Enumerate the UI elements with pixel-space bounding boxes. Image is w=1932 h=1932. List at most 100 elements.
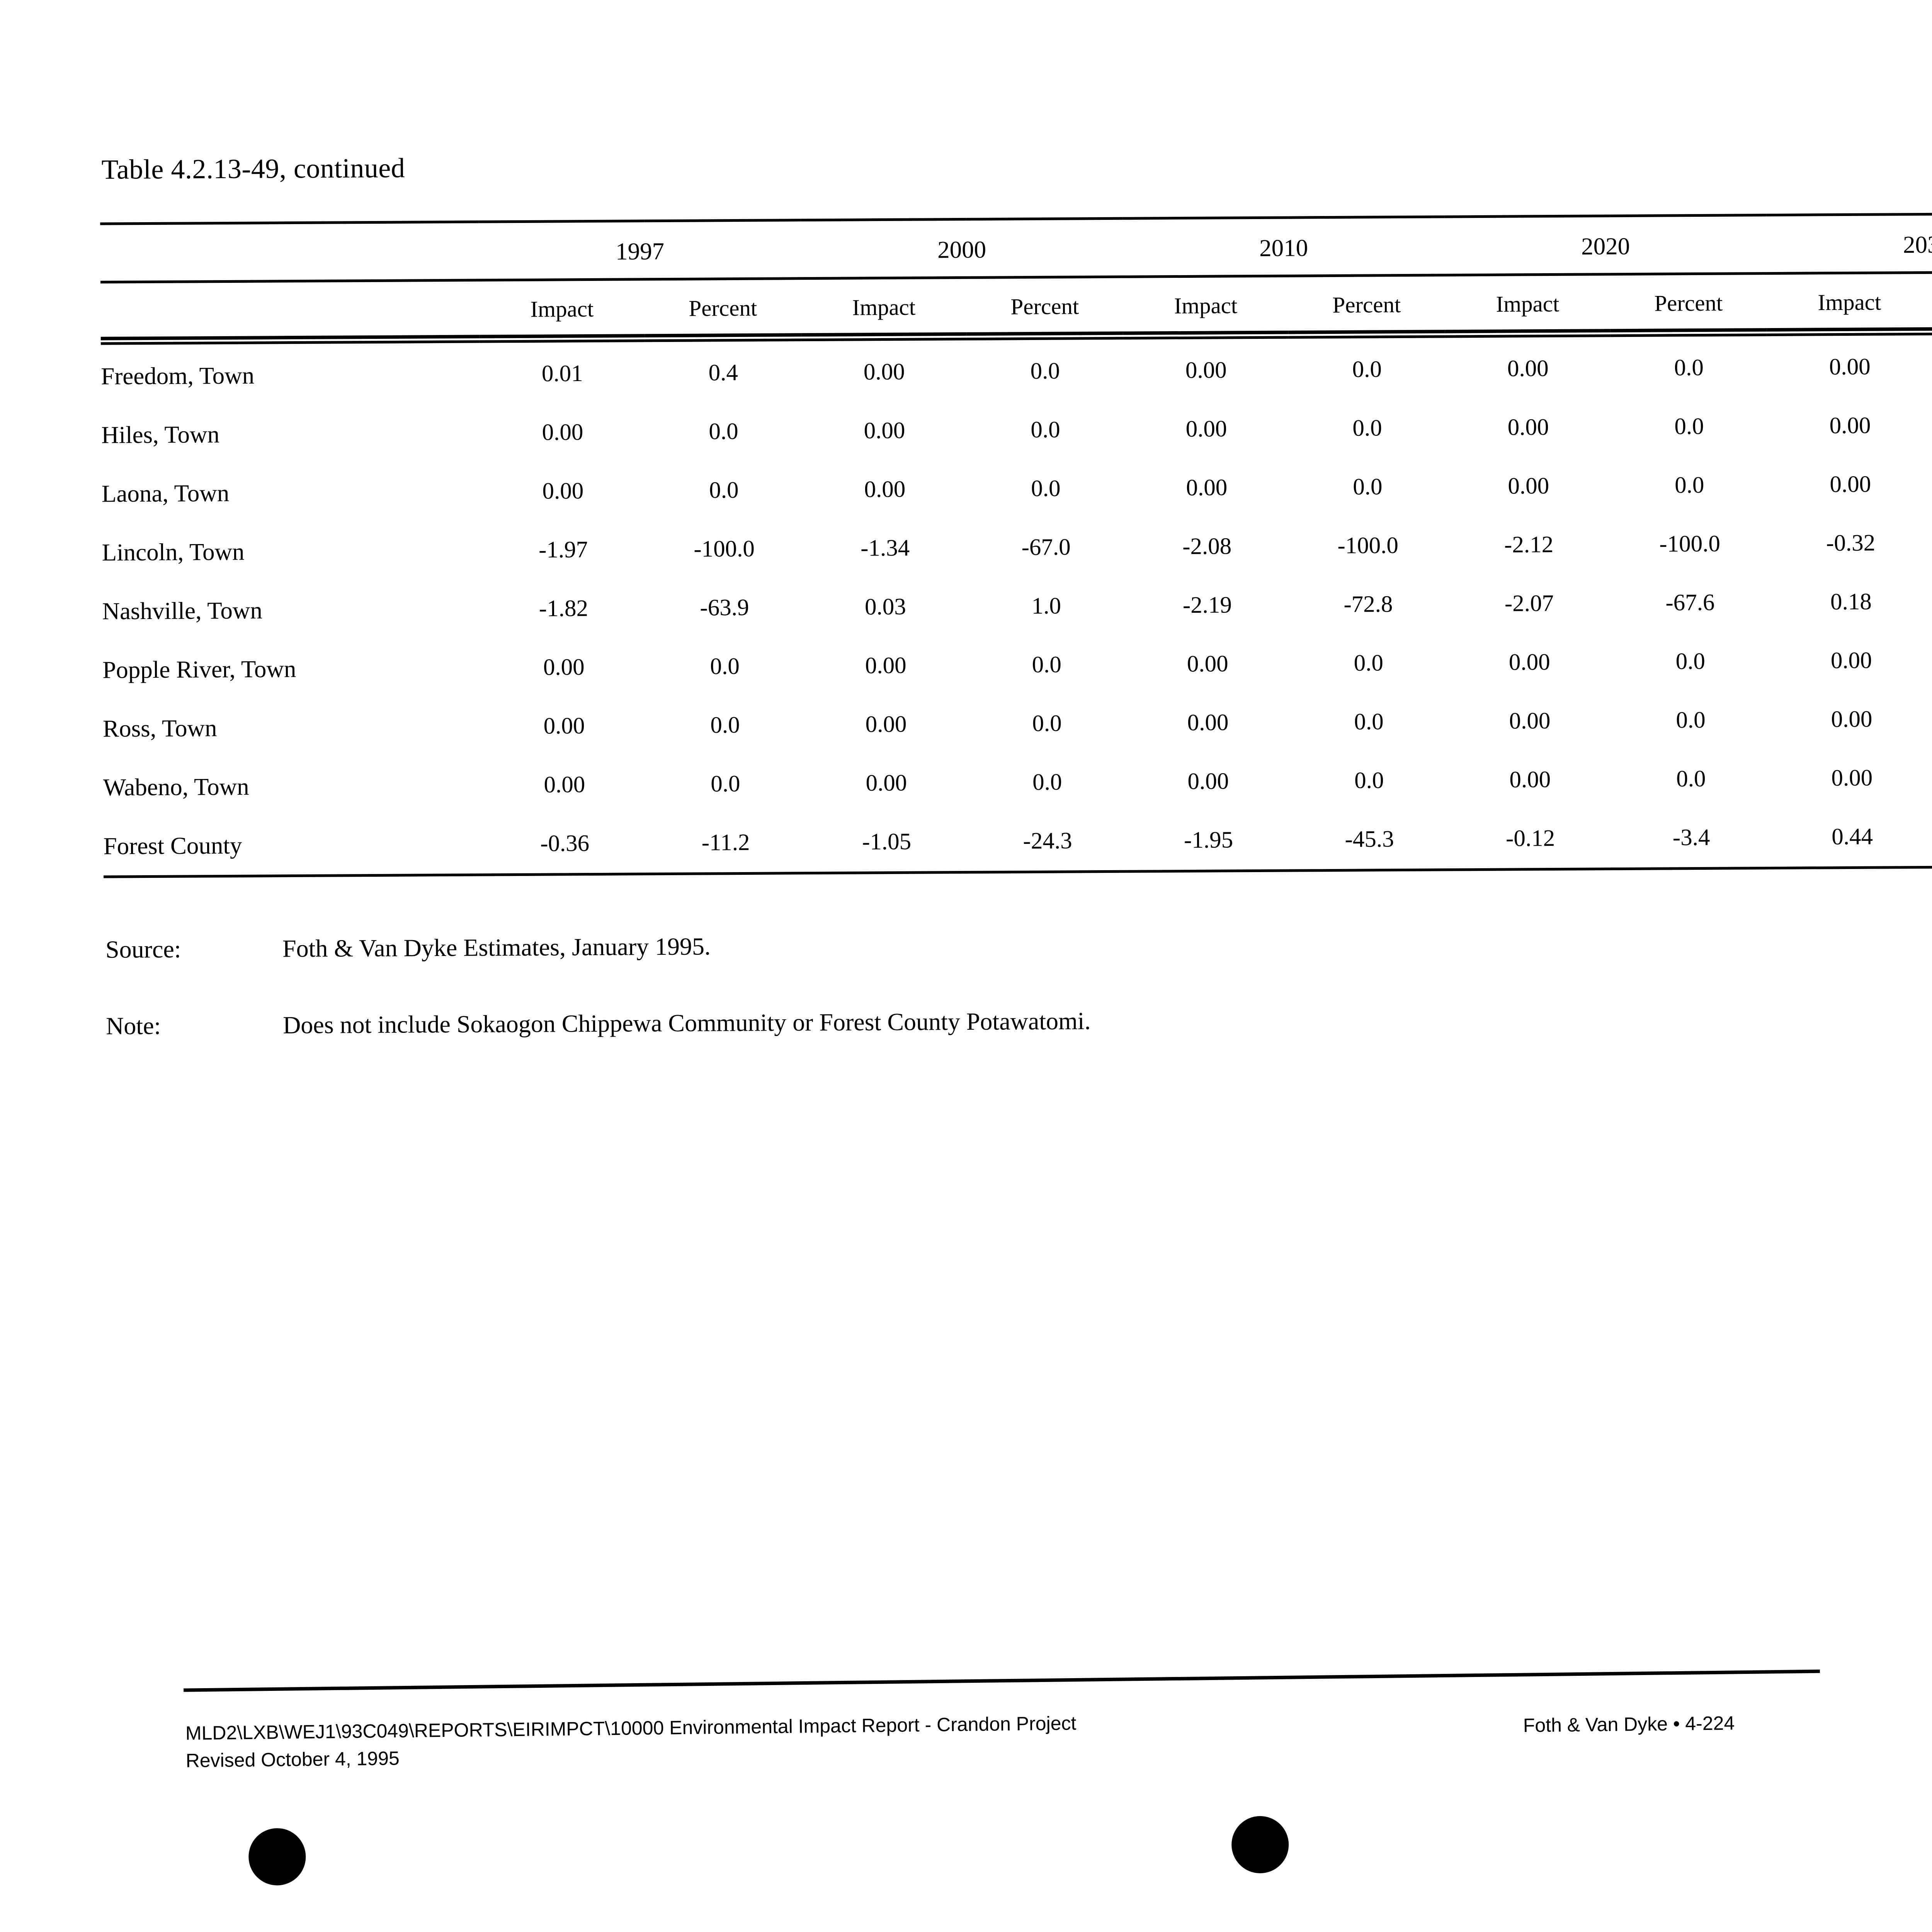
cell-value: -1.97: [538, 537, 588, 563]
cell-value: 0.44: [1832, 823, 1873, 850]
footer-left-block: MLD2\LXB\WEJ1\93C049\REPORTS\EIRIMPCT\10…: [185, 1709, 1077, 1774]
cell-value: -2.08: [1182, 533, 1232, 560]
cell-value: 0.0: [1354, 767, 1384, 794]
cell-value: 0.00: [864, 476, 906, 503]
cell-value: 0.00: [1507, 414, 1549, 440]
cell-value: 0.0: [1354, 650, 1384, 676]
cell-value: 0.0: [1675, 472, 1704, 498]
cell-value: 0.00: [1829, 354, 1871, 380]
row-label: Forest County: [103, 832, 242, 860]
row-label: Wabeno, Town: [103, 773, 249, 801]
cell-value: 0.0: [710, 653, 740, 680]
row-header-blank: [100, 226, 479, 282]
cell-value: 0.0: [1354, 709, 1384, 735]
cell-value: 0.00: [1509, 767, 1551, 793]
cell-value: 0.4: [708, 360, 738, 386]
table-row: Freedom, Town 0.01 0.4 0.00 0.0 0.00 0.0…: [101, 335, 1932, 405]
cell-value: 0.00: [1831, 765, 1873, 791]
cell-value: -3.4: [1672, 824, 1710, 851]
table-row: Hiles, Town 0.00 0.0 0.00 0.0 0.00 0.0 0…: [101, 393, 1932, 464]
cell-value: -45.3: [1345, 826, 1394, 852]
cell-value: 0.00: [864, 417, 905, 444]
cell-value: 0.18: [1830, 588, 1872, 615]
cell-value: 0.0: [1032, 651, 1062, 678]
cell-value: 0.00: [1185, 357, 1227, 383]
row-label: Freedom, Town: [101, 362, 255, 390]
cell-value: 0.0: [1352, 356, 1382, 383]
footer-divider: [184, 1669, 1820, 1692]
cell-value: -1.05: [862, 828, 912, 855]
cell-value: 0.00: [542, 419, 583, 446]
table-row: Ross, Town 0.00 0.0 0.00 0.0 0.00 0.0 0.…: [103, 687, 1932, 758]
source-label: Source:: [105, 935, 181, 963]
cell-value: -11.2: [701, 829, 750, 856]
cell-value: 0.0: [1031, 475, 1061, 502]
cell-value: -72.8: [1344, 591, 1393, 617]
subheader-blank: [100, 284, 480, 339]
cell-value: -63.9: [700, 594, 749, 621]
cell-value: 0.00: [865, 652, 906, 679]
subheader-percent-2000: Percent: [1010, 293, 1079, 319]
binding-hole-mark: [248, 1828, 306, 1886]
impact-percent-table: 1997 2000 2010 2020 2030 2036 Impact Per…: [100, 210, 1932, 881]
cell-value: -2.12: [1504, 531, 1554, 558]
cell-value: 0.03: [864, 594, 906, 620]
cell-value: 0.00: [1187, 709, 1229, 736]
note-text: Does not include Sokaogon Chippewa Commu…: [282, 1007, 1091, 1039]
year-header-2030: 2030: [1903, 231, 1932, 258]
subheader-percent-2020: Percent: [1654, 290, 1723, 316]
cell-value: -1.82: [539, 595, 588, 622]
cell-value: 0.0: [1674, 354, 1704, 381]
cell-value: 0.00: [1829, 412, 1871, 439]
cell-value: 0.0: [1676, 707, 1706, 733]
cell-value: 0.00: [1508, 473, 1549, 499]
year-header-2010: 2010: [1259, 234, 1308, 262]
cell-value: 0.00: [1187, 768, 1229, 794]
cell-value: 0.00: [543, 713, 585, 739]
cell-value: -2.07: [1504, 590, 1554, 617]
subheader-impact-2000: Impact: [852, 294, 916, 320]
cell-value: -0.36: [540, 830, 590, 857]
cell-value: 0.00: [1831, 706, 1872, 733]
cell-value: 0.00: [863, 359, 905, 385]
subheader-percent-2010: Percent: [1332, 291, 1401, 318]
cell-value: -67.0: [1021, 534, 1071, 561]
cell-value: 0.00: [1187, 651, 1228, 677]
cell-value: -0.12: [1505, 825, 1555, 852]
table-row: Popple River, Town 0.00 0.0 0.00 0.0 0.0…: [102, 628, 1932, 699]
cell-value: -100.0: [1337, 532, 1399, 559]
cell-value: -100.0: [1659, 531, 1721, 557]
row-label: Popple River, Town: [102, 655, 296, 684]
cell-value: -2.19: [1182, 592, 1232, 619]
table-row: Nashville, Town -1.82 -63.9 0.03 1.0 -2.…: [102, 570, 1932, 640]
year-header-2020: 2020: [1581, 232, 1630, 260]
cell-value: 0.0: [1674, 413, 1704, 440]
cell-value: -67.6: [1665, 589, 1715, 616]
cell-value: 0.00: [1507, 355, 1549, 382]
cell-value: 0.0: [1030, 358, 1060, 384]
cell-value: 0.00: [1186, 474, 1228, 501]
table-row: Laona, Town 0.00 0.0 0.00 0.0 0.00 0.0 0…: [101, 452, 1932, 523]
subheader-impact-2010: Impact: [1174, 292, 1238, 318]
cell-value: 0.0: [1676, 765, 1706, 792]
cell-value: -0.32: [1826, 530, 1876, 556]
subheader-impact-2030: Impact: [1818, 289, 1881, 315]
table-row: Wabeno, Town 0.00 0.0 0.00 0.0 0.00 0.0 …: [103, 746, 1932, 816]
year-header-2000: 2000: [937, 236, 986, 263]
cell-value: 1.0: [1031, 593, 1061, 619]
row-label: Nashville, Town: [102, 596, 263, 625]
subheader-percent-1997: Percent: [689, 295, 757, 321]
row-label: Hiles, Town: [101, 420, 220, 449]
cell-value: 0.00: [1830, 471, 1871, 498]
source-block: Source: Foth & Van Dyke Estimates, Janua…: [105, 932, 711, 963]
cell-value: 0.00: [542, 478, 584, 504]
cell-value: 0.00: [1509, 708, 1551, 734]
footer-page-identifier: Foth & Van Dyke • 4-224: [1523, 1712, 1735, 1736]
cell-value: 0.0: [1353, 474, 1383, 500]
cell-value: 0.0: [709, 477, 739, 503]
cell-value: 0.00: [543, 654, 585, 680]
row-label: Ross, Town: [102, 714, 217, 742]
cell-value: 0.0: [1032, 710, 1062, 737]
cell-value: -1.95: [1184, 827, 1233, 853]
